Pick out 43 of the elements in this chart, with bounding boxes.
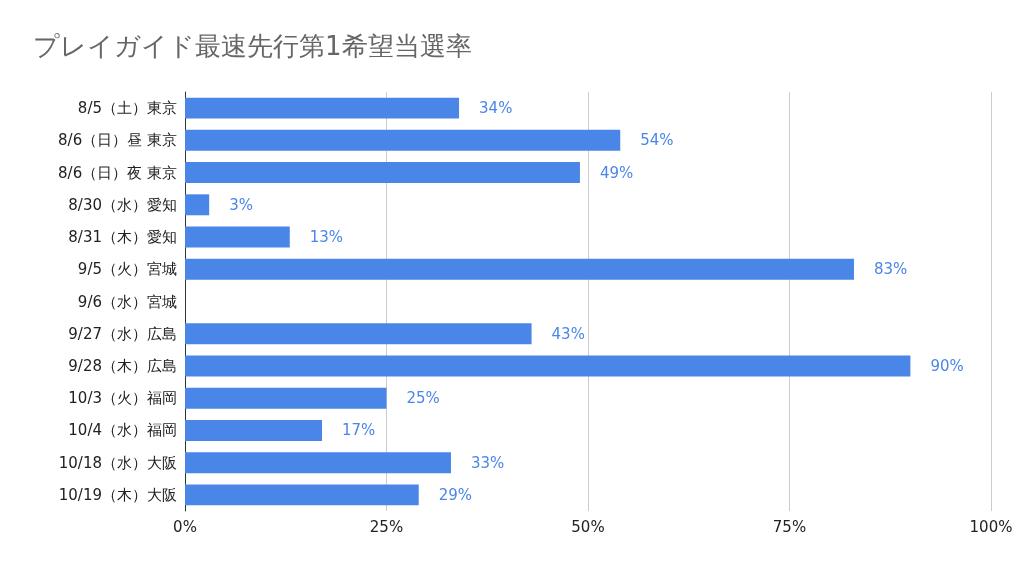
data-label: 13% [309,228,344,247]
data-label: 43% [551,324,585,343]
y-tick-label: 8/5（土）東京 [77,99,177,118]
data-label: 17% [342,421,376,440]
bar [185,97,460,119]
bar [185,162,580,184]
y-tick-label: 9/5（火）宮城 [77,260,177,279]
bar [185,484,419,506]
bar [185,355,911,377]
data-label: 25% [406,389,440,408]
data-label: 54% [640,131,674,150]
data-label: 49% [599,163,634,182]
x-tick-label: 0% [173,517,197,536]
data-label: 90% [930,356,964,375]
y-tick-label: 8/30（水）愛知 [68,195,177,214]
data-label: 3% [229,195,253,214]
y-tick-label: 8/6（日）夜 東京 [58,163,177,182]
data-label: 33% [470,453,505,472]
x-tick-label: 50% [571,517,605,536]
y-tick-label: 10/3（火）福岡 [68,389,177,408]
data-label: 83% [873,260,908,279]
y-tick-label: 10/18（水）大阪 [58,453,177,472]
bar [185,129,621,151]
data-label: 34% [479,99,513,118]
bar [185,387,387,409]
bar [185,452,451,474]
y-tick-label: 10/4（水）福岡 [68,421,177,440]
y-tick-label: 8/31（木）愛知 [68,228,177,247]
y-tick-label: 10/19（木）大阪 [58,485,177,504]
bar [185,194,210,216]
bar [185,258,854,280]
bar [185,323,532,345]
bar [185,226,290,248]
y-tick-label: 9/6（水）宮城 [77,292,177,311]
bar [185,419,323,441]
y-tick-label: 9/28（木）広島 [68,356,177,375]
x-tick-label: 25% [369,517,404,536]
chart-title: プレイガイド最速先行第1希望当選率 [33,31,472,61]
y-tick-label: 8/6（日）昼 東京 [58,131,177,150]
data-label: 29% [438,485,473,504]
x-tick-label: 100% [969,517,1013,536]
y-tick-label: 9/27（水）広島 [68,324,177,343]
x-tick-label: 75% [772,517,807,536]
